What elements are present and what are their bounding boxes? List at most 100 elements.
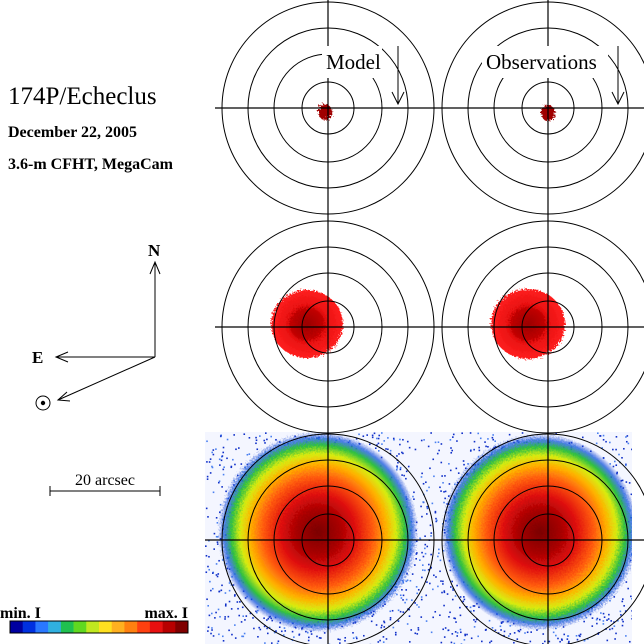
speckle	[278, 640, 280, 642]
speckle	[244, 619, 246, 621]
speckle	[492, 437, 494, 439]
speckle	[207, 605, 209, 607]
speckle	[206, 508, 208, 510]
speckle	[220, 435, 222, 437]
speckle	[239, 601, 241, 603]
speckle	[419, 537, 421, 539]
speckle	[440, 462, 442, 464]
speckle	[372, 437, 374, 439]
speckle	[470, 432, 472, 434]
speckle	[217, 576, 219, 578]
speckle	[627, 588, 629, 590]
speckle	[484, 441, 486, 443]
speckle	[614, 625, 616, 627]
speckle	[627, 435, 629, 437]
speckle	[435, 576, 437, 578]
speckle	[596, 619, 598, 621]
speckle	[631, 618, 633, 620]
speckle	[448, 629, 450, 631]
speckle	[372, 435, 374, 437]
speckle	[381, 432, 383, 434]
colorbar-segment	[163, 621, 176, 633]
speckle	[435, 518, 437, 520]
speckle	[443, 491, 445, 493]
speckle	[591, 625, 593, 627]
speckle	[610, 620, 612, 622]
speckle	[629, 641, 631, 643]
speckle	[218, 560, 220, 562]
speckle	[221, 590, 223, 592]
speckle	[217, 541, 219, 543]
speckle	[266, 628, 268, 630]
speckle	[222, 452, 224, 454]
speckle	[406, 599, 408, 601]
speckle	[439, 486, 441, 488]
compass-east: E	[32, 348, 43, 367]
speckle	[441, 592, 443, 594]
speckle	[631, 598, 633, 600]
speckle	[426, 513, 428, 515]
speckle	[432, 459, 434, 461]
speckle	[352, 632, 354, 634]
speckle	[487, 438, 489, 440]
speckle	[567, 638, 569, 640]
speckle	[219, 458, 221, 460]
speckle	[231, 634, 233, 636]
speckle	[461, 432, 463, 434]
speckle	[444, 636, 446, 638]
speckle	[603, 439, 605, 441]
speckle	[603, 435, 605, 437]
speckle	[409, 641, 411, 643]
speckle	[211, 629, 213, 631]
speckle	[579, 636, 581, 638]
speckle	[438, 441, 440, 443]
instrument: 3.6-m CFHT, MegaCam	[8, 156, 174, 173]
speckle	[396, 465, 398, 467]
speckle	[401, 597, 403, 599]
colorbar-segment	[10, 621, 23, 633]
speckle	[603, 623, 605, 625]
speckle	[400, 594, 402, 596]
speckle	[263, 440, 265, 442]
speckle	[238, 447, 240, 449]
speckle	[445, 491, 447, 493]
speckle	[625, 436, 627, 438]
speckle	[244, 633, 246, 635]
speckle	[229, 582, 231, 584]
speckle	[363, 635, 365, 637]
speckle	[430, 535, 432, 537]
speckle	[393, 438, 395, 440]
speckle	[398, 609, 400, 611]
speckle	[438, 552, 440, 554]
speckle	[450, 470, 452, 472]
speckle	[432, 617, 434, 619]
speckle	[618, 454, 620, 456]
speckle	[381, 443, 383, 445]
speckle	[470, 607, 472, 609]
speckle	[423, 483, 425, 485]
speckle	[207, 630, 209, 632]
speckle	[284, 627, 286, 629]
speckle	[463, 464, 465, 466]
colorbar-segment	[74, 621, 87, 633]
speckle	[631, 449, 633, 451]
speckle	[414, 632, 416, 634]
speckle	[225, 603, 227, 605]
speckle	[433, 574, 435, 576]
speckle	[234, 464, 236, 466]
speckle	[235, 637, 237, 639]
date: December 22, 2005	[8, 124, 137, 141]
speckle	[213, 491, 215, 493]
speckle	[249, 437, 251, 439]
speckle	[455, 631, 457, 633]
speckle	[631, 494, 633, 496]
speckle	[577, 639, 579, 641]
colorbar-segment	[35, 621, 48, 633]
speckle	[425, 481, 427, 483]
speckle	[228, 630, 230, 632]
speckle	[223, 447, 225, 449]
speckle	[439, 614, 441, 616]
speckle	[464, 635, 466, 637]
speckle	[451, 581, 453, 583]
speckle	[632, 615, 634, 617]
